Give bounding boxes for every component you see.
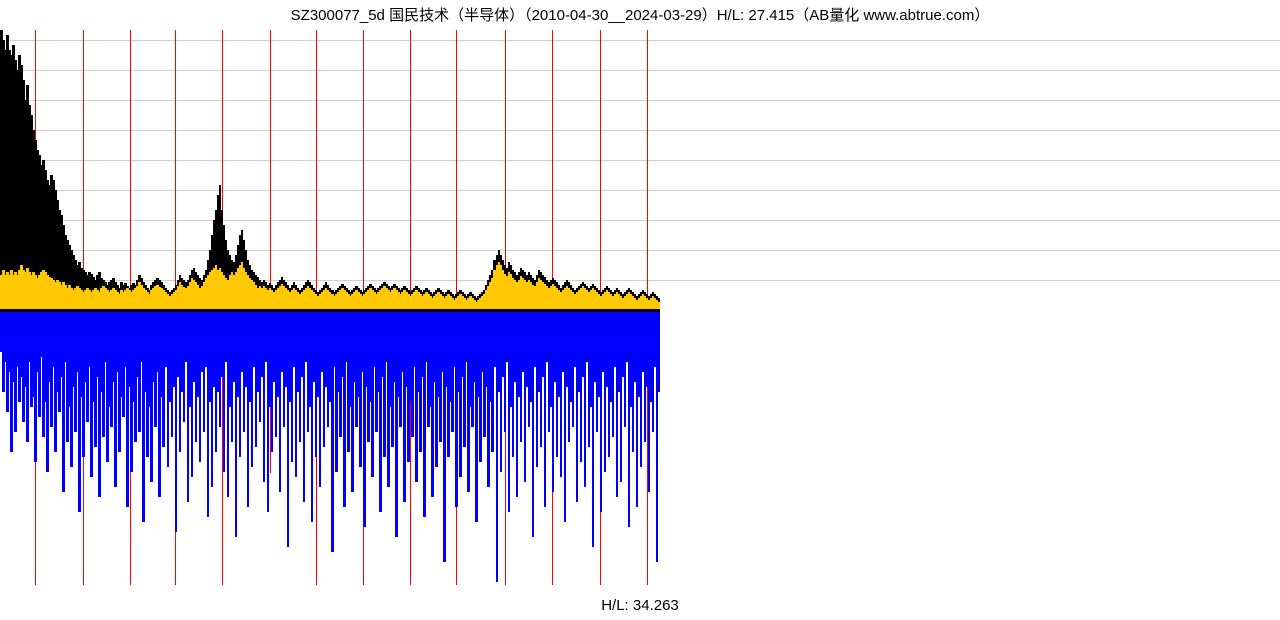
chart-footer: H/L: 34.263 [0, 597, 1280, 614]
chart-title: SZ300077_5d 国民技术（半导体）（2010-04-30__2024-0… [0, 4, 1280, 25]
chart-area [0, 25, 1280, 590]
